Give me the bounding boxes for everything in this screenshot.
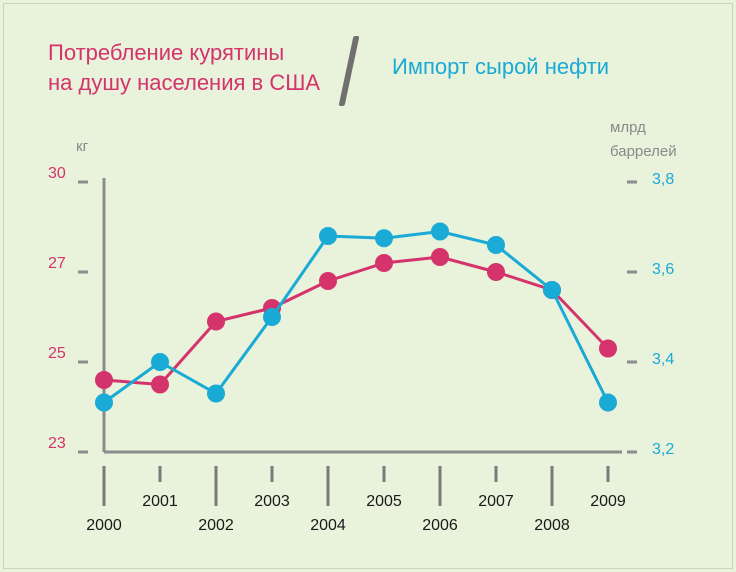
series-right-point <box>487 236 505 254</box>
chart-title-left: Потребление курятины на душу населения в… <box>48 38 320 98</box>
series-right-point <box>263 308 281 326</box>
series-left-point <box>207 312 225 331</box>
y-left-tick-label: 25 <box>48 345 66 362</box>
chart-title-right: Импорт сырой нефти <box>392 54 610 79</box>
series-left-point <box>375 254 393 272</box>
series-right-point <box>543 281 561 299</box>
x-tick-label: 2000 <box>86 517 122 534</box>
y-left-tick-label: 30 <box>48 165 66 182</box>
right-axis-unit: млрд баррелей <box>610 116 677 164</box>
series-left-point <box>599 339 617 358</box>
y-right-tick-label: 3,8 <box>652 171 674 188</box>
right-axis-unit-line-1: млрд <box>610 119 646 136</box>
x-tick-label: 2006 <box>422 517 458 534</box>
series-right-point <box>599 393 617 412</box>
series-left-point <box>319 272 337 290</box>
series-right-point <box>95 393 113 412</box>
series-right-point <box>375 229 393 248</box>
y-right-tick-label: 3,6 <box>652 261 674 278</box>
series-right-point <box>207 384 225 403</box>
x-tick-label: 2008 <box>534 517 570 534</box>
chart-frame <box>3 3 733 569</box>
x-tick-label: 2001 <box>142 493 178 510</box>
series-right-point <box>151 353 169 371</box>
y-right-tick-label: 3,4 <box>652 351 674 368</box>
y-right-tick-label: 3,2 <box>652 441 674 458</box>
x-tick-label: 2005 <box>366 493 402 510</box>
series-right-point <box>319 227 337 245</box>
title-left-line-2: на душу населения в США <box>48 70 321 95</box>
series-left-line <box>103 255 610 386</box>
series-left-point <box>431 248 449 266</box>
series-right-point <box>431 222 449 241</box>
series-left-point <box>151 375 169 394</box>
left-axis-unit: кг <box>76 138 89 155</box>
x-tick-label: 2002 <box>198 517 234 534</box>
x-tick-label: 2003 <box>254 493 290 510</box>
x-tick-label: 2009 <box>590 493 626 510</box>
y-left-tick-label: 27 <box>48 255 66 272</box>
series-left-point <box>95 371 113 389</box>
series-right-line <box>103 230 610 404</box>
series-left-point <box>487 263 505 281</box>
right-axis-unit-line-2: баррелей <box>610 143 677 160</box>
y-left-tick-label: 23 <box>48 435 66 452</box>
x-tick-label: 2004 <box>310 517 346 534</box>
x-tick-label: 2007 <box>478 493 514 510</box>
title-left-line-1: Потребление курятины <box>48 40 285 65</box>
